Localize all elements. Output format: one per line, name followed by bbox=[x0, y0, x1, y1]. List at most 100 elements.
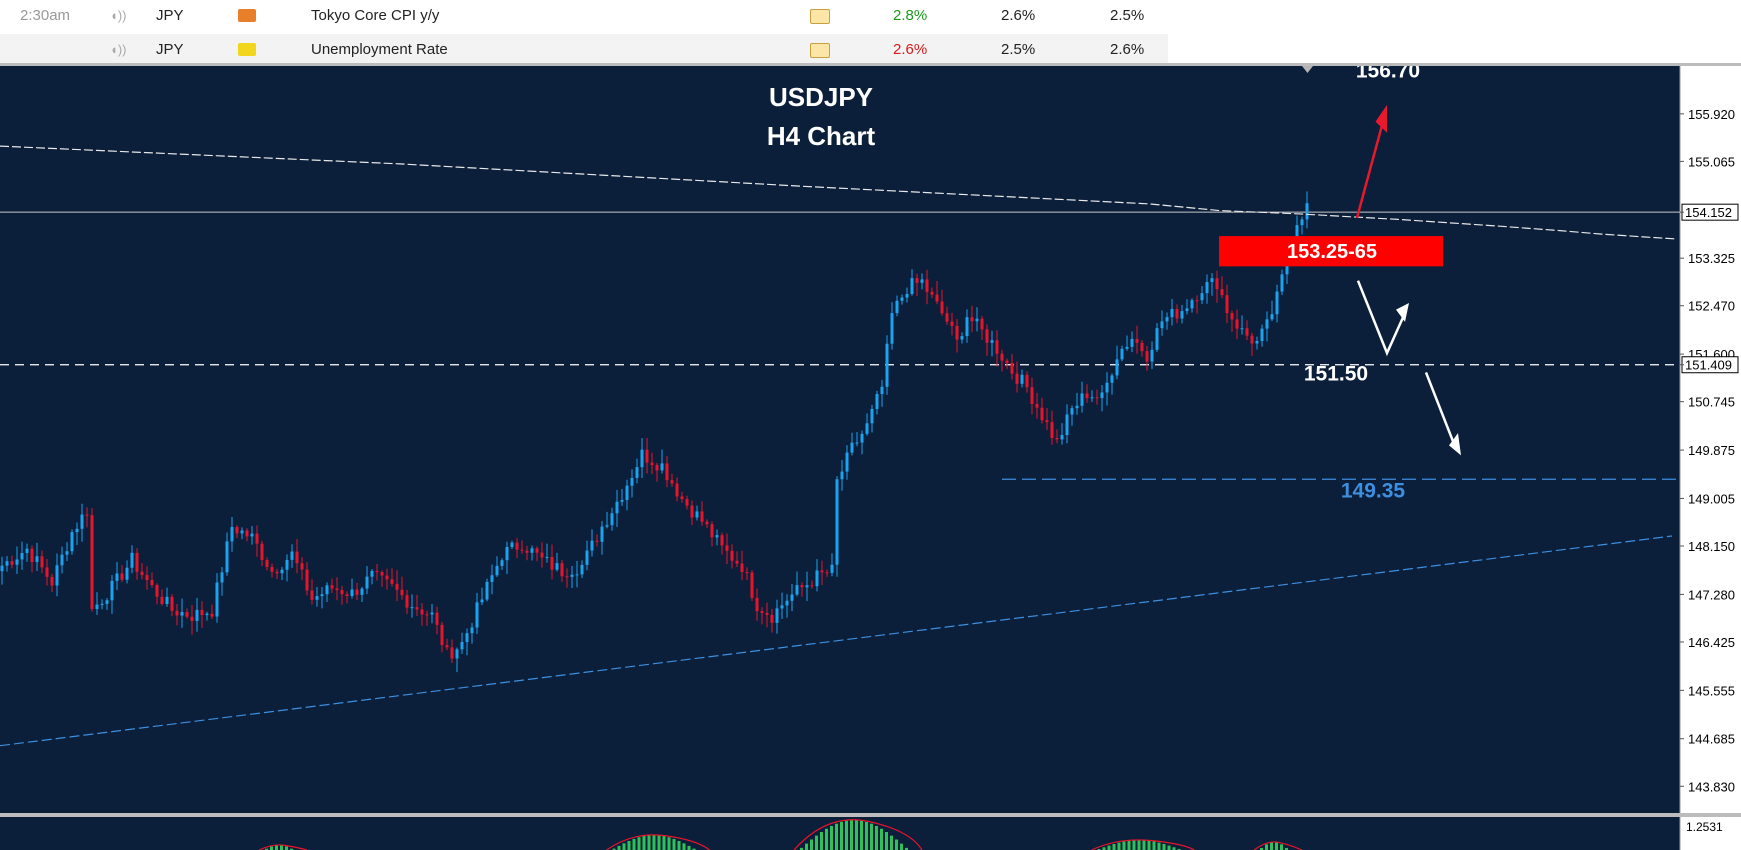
candle bbox=[1300, 216, 1304, 235]
candle bbox=[1145, 345, 1149, 371]
candle bbox=[275, 568, 279, 579]
candle bbox=[900, 294, 904, 305]
sound-icon[interactable]: ◖)) bbox=[110, 42, 127, 57]
histogram-bar bbox=[1147, 840, 1151, 850]
candle bbox=[360, 586, 364, 603]
y-tick-label: 149.005 bbox=[1688, 491, 1735, 506]
candle bbox=[740, 550, 744, 581]
histogram-bar bbox=[637, 837, 641, 850]
candle bbox=[790, 583, 794, 612]
candle bbox=[125, 560, 129, 584]
panel-separator[interactable] bbox=[0, 813, 1741, 817]
candle bbox=[935, 281, 939, 305]
histogram-bar bbox=[805, 843, 808, 850]
histogram-bar bbox=[1107, 845, 1111, 850]
candle bbox=[985, 324, 989, 356]
calendar-row[interactable]: 2:30am ◖)) JPY Tokyo Core CPI y/y 2.8% 2… bbox=[0, 0, 1168, 32]
histogram-bar bbox=[692, 848, 696, 850]
candle bbox=[1260, 324, 1264, 347]
histogram-bar bbox=[667, 837, 671, 850]
detail-folder-icon[interactable] bbox=[810, 9, 830, 24]
candle bbox=[25, 543, 29, 562]
ascending-trendline[interactable] bbox=[0, 535, 1673, 747]
histogram-bar bbox=[890, 835, 893, 850]
detail-folder-icon[interactable] bbox=[810, 43, 830, 58]
candle bbox=[760, 607, 764, 625]
candle bbox=[85, 507, 89, 528]
candle bbox=[980, 315, 984, 341]
pullback-arrow-icon bbox=[1356, 280, 1409, 357]
candle bbox=[365, 566, 369, 595]
candle bbox=[300, 557, 304, 581]
event-previous: 2.6% bbox=[1110, 41, 1145, 58]
candle bbox=[1275, 284, 1279, 323]
candle bbox=[1035, 392, 1039, 419]
candle bbox=[185, 608, 189, 619]
histogram-bar bbox=[1162, 843, 1166, 850]
candle bbox=[165, 587, 169, 607]
candle bbox=[500, 558, 504, 570]
candle bbox=[205, 611, 209, 621]
candle bbox=[1185, 299, 1189, 315]
candle bbox=[265, 557, 269, 571]
level-label: 156.70 bbox=[1356, 66, 1420, 82]
candle bbox=[235, 525, 239, 539]
level-label: 149.35 bbox=[1341, 479, 1406, 502]
indicator-panel[interactable]: 1.2531 bbox=[0, 817, 1741, 850]
sound-icon[interactable]: ◖)) bbox=[110, 8, 127, 23]
candle bbox=[630, 469, 634, 498]
histogram-bar bbox=[687, 845, 691, 850]
candle bbox=[150, 572, 154, 588]
candle bbox=[840, 460, 844, 491]
indicator-axis bbox=[1680, 817, 1741, 850]
candle bbox=[975, 307, 979, 332]
candle bbox=[885, 335, 889, 395]
candle bbox=[1255, 336, 1259, 350]
candle bbox=[700, 501, 704, 526]
impact-folder-icon bbox=[238, 9, 256, 22]
candle bbox=[100, 599, 104, 610]
chart-shift-marker-icon[interactable] bbox=[1302, 66, 1313, 73]
panel-separator[interactable] bbox=[0, 63, 1741, 66]
candle bbox=[595, 534, 599, 547]
candle bbox=[115, 561, 119, 591]
price-chart[interactable]: 149.35 153.25-65 156.70 151.50 155.920 155.0… bbox=[0, 66, 1741, 813]
candle bbox=[455, 647, 459, 673]
economic-calendar: 2:30am ◖)) JPY Tokyo Core CPI y/y 2.8% 2… bbox=[0, 0, 1168, 66]
candle bbox=[1075, 392, 1079, 415]
candle bbox=[370, 569, 374, 585]
candle bbox=[735, 551, 739, 567]
candle bbox=[130, 545, 134, 574]
event-title[interactable]: Tokyo Core CPI y/y bbox=[311, 7, 440, 24]
histogram-bar bbox=[672, 838, 676, 850]
candle bbox=[655, 462, 659, 482]
candle bbox=[855, 431, 859, 447]
signal-line bbox=[258, 844, 308, 850]
candle bbox=[1305, 191, 1309, 229]
candle bbox=[1160, 310, 1164, 336]
histogram-bar bbox=[270, 846, 273, 850]
moving-average-line[interactable] bbox=[0, 145, 1678, 240]
candle bbox=[35, 542, 39, 572]
candle bbox=[995, 330, 999, 367]
histogram-bar bbox=[1280, 844, 1283, 850]
candle bbox=[540, 542, 544, 568]
resistance-zone-box[interactable] bbox=[1219, 236, 1443, 267]
candle bbox=[860, 430, 864, 455]
candle bbox=[445, 638, 449, 651]
candle bbox=[785, 594, 789, 618]
candle bbox=[15, 546, 19, 575]
histogram-bar bbox=[840, 821, 843, 850]
price-axis[interactable] bbox=[1680, 66, 1741, 813]
histogram-bar bbox=[825, 828, 828, 850]
candle bbox=[255, 525, 259, 557]
calendar-row[interactable]: ◖)) JPY Unemployment Rate 2.6% 2.5% 2.6% bbox=[0, 34, 1168, 66]
y-tick-label: 145.555 bbox=[1688, 683, 1735, 698]
event-title[interactable]: Unemployment Rate bbox=[311, 41, 448, 58]
signal-line bbox=[1253, 841, 1303, 850]
histogram-bar bbox=[1167, 845, 1171, 850]
histogram-bar bbox=[1102, 847, 1106, 850]
candle bbox=[1200, 286, 1204, 305]
candle bbox=[575, 560, 579, 588]
histogram-bar bbox=[280, 845, 283, 850]
